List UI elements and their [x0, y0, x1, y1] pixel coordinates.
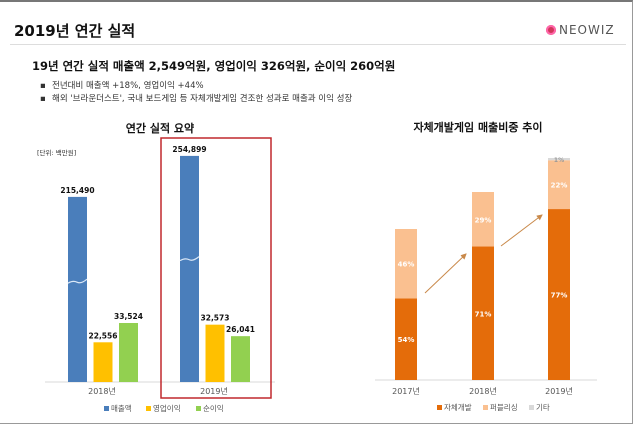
- bar-순이익: [119, 322, 138, 382]
- legend-swatch: [437, 405, 442, 410]
- data-label: 22%: [551, 182, 568, 190]
- data-label: 32,573: [201, 314, 230, 323]
- legend-label: 자체개발: [444, 402, 472, 412]
- legend-label: 순이익: [203, 403, 224, 413]
- bar-퍼블리싱: [395, 229, 417, 299]
- logo-icon: [546, 25, 556, 35]
- data-label: 1%: [554, 157, 564, 164]
- neowiz-logo: NEOWIZ: [546, 23, 615, 37]
- highlight-box-2019: [160, 137, 272, 399]
- x-tick-label: 2018년: [88, 386, 116, 396]
- logo-text: NEOWIZ: [559, 23, 615, 37]
- bar-기타: [548, 158, 570, 161]
- legend-swatch: [529, 405, 534, 410]
- data-label: 46%: [398, 261, 415, 269]
- bullet-text: 전년대비 매출액 +18%, 영업이익 +44%: [52, 81, 204, 91]
- x-tick-label: 2019년: [200, 386, 228, 396]
- data-label: 22,556: [89, 331, 118, 340]
- data-label: 215,490: [60, 186, 94, 195]
- legend-swatch: [196, 406, 201, 411]
- bullet-item: ▪ 전년대비 매출액 +18%, 영업이익 +44%: [40, 81, 204, 91]
- trend-arrow: [424, 253, 467, 294]
- legend-label: 퍼블리싱: [490, 402, 518, 412]
- data-label: 71%: [475, 310, 492, 318]
- legend-label: 기타: [536, 403, 550, 412]
- legend-swatch: [483, 405, 488, 410]
- bar-자체개발: [548, 209, 570, 380]
- x-tick-label: 2017년: [392, 386, 420, 396]
- bar-자체개발: [472, 246, 494, 380]
- page-title: 2019년 연간 실적: [14, 22, 136, 40]
- data-label: 254,899: [172, 145, 206, 154]
- legend-label: 매출액: [111, 403, 132, 413]
- x-tick-label: 2019년: [545, 386, 573, 396]
- bar-순이익: [231, 336, 250, 382]
- summary-headline: 19년 연간 실적 매출액 2,549억원, 영업이익 326억원, 순이익 2…: [32, 59, 396, 73]
- bar-퍼블리싱: [548, 160, 570, 210]
- data-label: 54%: [398, 336, 415, 344]
- bar-퍼블리싱: [472, 192, 494, 247]
- data-label: 29%: [475, 216, 492, 224]
- legend-swatch: [146, 406, 151, 411]
- data-label: 33,524: [114, 312, 143, 321]
- bar-자체개발: [395, 298, 417, 380]
- bullet-item: ▪ 해외 '브라운더스트', 국내 보드게임 등 자체개발게임 견조한 성과로 매…: [40, 94, 353, 104]
- trend-arrow: [500, 214, 543, 247]
- bar-영업이익: [93, 342, 113, 382]
- bar-매출액: [68, 196, 87, 382]
- bar-매출액: [180, 155, 199, 382]
- data-label: 26,041: [226, 325, 255, 334]
- chart2-title: 자체개발게임 매출비중 추이: [413, 120, 542, 134]
- bullet-text: 해외 '브라운더스트', 국내 보드게임 등 자체개발게임 견조한 성과로 매출…: [52, 94, 353, 104]
- legend-swatch: [104, 406, 109, 411]
- unit-label: [단위: 백만원]: [37, 148, 76, 157]
- bar-영업이익: [205, 324, 225, 382]
- axis-break-mark: [179, 256, 200, 262]
- legend-label: 영업이익: [153, 403, 181, 413]
- data-label: 77%: [551, 292, 568, 300]
- divider: [10, 44, 626, 45]
- x-tick-label: 2018년: [469, 386, 497, 396]
- axis-break-mark: [67, 278, 88, 284]
- chart1-title: 연간 실적 요약: [126, 121, 194, 135]
